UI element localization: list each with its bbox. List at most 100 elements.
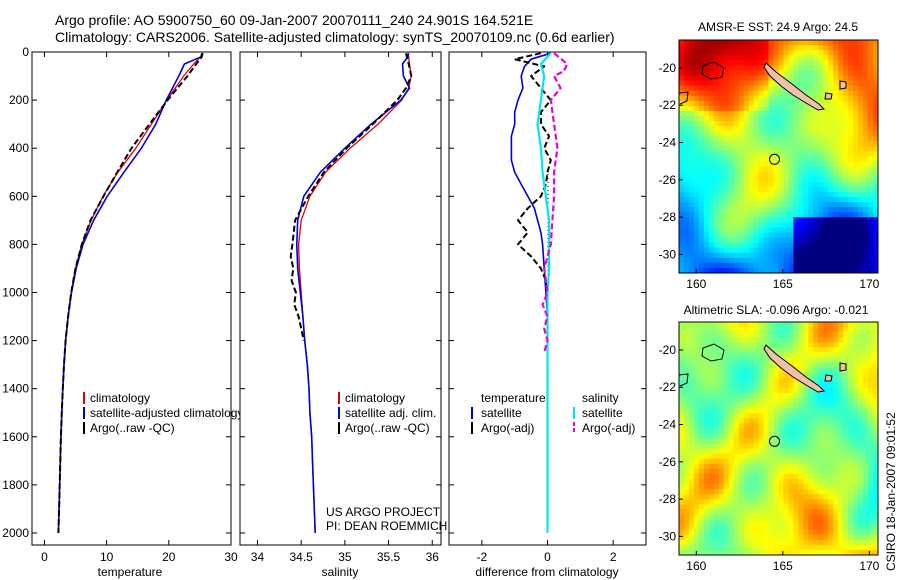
heatmap-cell — [873, 357, 878, 363]
heatmap-cell — [838, 443, 844, 450]
heatmap-cell — [863, 352, 869, 358]
heatmap-cell — [758, 126, 764, 132]
heatmap-cell — [873, 227, 878, 233]
heatmap-cell — [763, 534, 769, 541]
heatmap-cell — [838, 176, 844, 183]
heatmap-cell — [718, 65, 725, 71]
heatmap-cell — [683, 110, 690, 117]
heatmap-cell — [868, 252, 874, 259]
heatmap-cell — [733, 257, 740, 264]
heatmap-cell — [698, 418, 705, 424]
heatmap-cell — [793, 80, 799, 86]
heatmap-cell — [693, 392, 700, 399]
heatmap-cell — [753, 484, 760, 490]
heatmap-cell — [833, 222, 839, 228]
heatmap-cell — [763, 55, 769, 61]
heatmap-cell — [688, 418, 695, 424]
heatmap-cell — [828, 70, 834, 76]
heatmap-cell — [748, 105, 755, 112]
heatmap-cell — [688, 126, 695, 132]
heatmap-cell — [828, 191, 834, 198]
heatmap-cell — [743, 232, 750, 238]
heatmap-cell — [728, 433, 735, 439]
heatmap-cell — [683, 438, 690, 444]
heatmap-cell — [873, 362, 878, 368]
heatmap-cell — [793, 433, 799, 439]
heatmap-cell — [823, 186, 829, 193]
heatmap-cell — [738, 443, 745, 450]
heatmap-cell — [753, 514, 760, 520]
heatmap-cell — [808, 484, 814, 490]
heatmap-cell — [768, 448, 774, 455]
heatmap-cell — [773, 95, 779, 102]
heatmap-cell — [773, 509, 779, 515]
heatmap-cell — [723, 202, 730, 208]
heatmap-cell — [743, 50, 750, 56]
heatmap-cell — [828, 453, 834, 460]
heatmap-cell — [863, 121, 869, 127]
heatmap-cell — [848, 529, 854, 536]
heatmap-cell — [708, 181, 715, 188]
heatmap-cell — [723, 126, 730, 132]
heatmap-cell — [698, 377, 705, 384]
heatmap-cell — [798, 468, 804, 475]
heatmap-cell — [723, 217, 730, 223]
heatmap-cell — [708, 408, 715, 414]
heatmap-cell — [753, 50, 760, 56]
heatmap-cell — [798, 45, 804, 51]
heatmap-cell — [723, 267, 730, 273]
x-tick-label: 34 — [251, 550, 265, 564]
heatmap-cell — [773, 100, 779, 107]
heatmap-cell — [688, 428, 695, 434]
heatmap-cell — [813, 403, 819, 409]
heatmap-cell — [833, 232, 839, 238]
heatmap-cell — [798, 479, 804, 485]
heatmap-cell — [708, 232, 715, 238]
heatmap-cell — [873, 237, 878, 244]
heatmap-cell — [848, 382, 854, 389]
heatmap-cell — [848, 55, 854, 61]
heatmap-cell — [808, 242, 814, 249]
heatmap-cell — [783, 504, 789, 510]
heatmap-cell — [783, 539, 789, 546]
heatmap-cell — [853, 156, 859, 162]
heatmap-cell — [853, 352, 859, 358]
heatmap-cell — [833, 403, 839, 409]
heatmap-cell — [778, 176, 784, 183]
heatmap-cell — [773, 126, 779, 132]
heatmap-cell — [728, 347, 735, 353]
heatmap-cell — [698, 126, 705, 132]
heatmap-cell — [788, 95, 794, 102]
heatmap-cell — [858, 489, 864, 495]
heatmap-cell — [823, 403, 829, 409]
heatmap-cell — [703, 247, 710, 254]
heatmap-cell — [683, 212, 690, 218]
heatmap-cell — [703, 171, 710, 178]
heatmap-cell — [818, 156, 824, 162]
heatmap-cell — [743, 247, 750, 254]
heatmap-cell — [753, 397, 760, 404]
heatmap-cell — [843, 50, 849, 56]
heatmap-cell — [703, 50, 710, 56]
heatmap-cell — [753, 40, 760, 46]
heatmap-cell — [693, 489, 700, 495]
heatmap-cell — [858, 55, 864, 61]
heatmap-cell — [768, 529, 774, 536]
heatmap-cell — [703, 212, 710, 218]
heatmap-cell — [758, 227, 764, 233]
heatmap-cell — [808, 448, 814, 455]
heatmap-cell — [808, 473, 814, 480]
heatmap-cell — [833, 489, 839, 495]
heatmap-cell — [798, 55, 804, 61]
heatmap-cell — [758, 539, 764, 546]
heatmap-cell — [693, 80, 700, 86]
heatmap-cell — [703, 327, 710, 333]
heatmap-cell — [803, 549, 809, 555]
heatmap-cell — [698, 217, 705, 223]
heatmap-cell — [783, 468, 789, 475]
heatmap-cell — [728, 499, 735, 505]
heatmap-cell — [688, 362, 695, 368]
heatmap-cell — [788, 217, 794, 223]
heatmap-cell — [873, 473, 878, 480]
heatmap-cell — [858, 212, 864, 218]
